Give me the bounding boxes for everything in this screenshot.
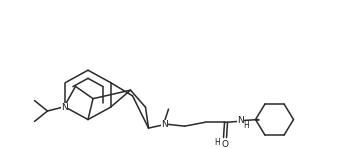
Text: N: N — [237, 116, 244, 125]
Text: N: N — [61, 103, 68, 112]
Text: O: O — [221, 140, 228, 148]
Text: H: H — [244, 121, 249, 130]
Text: H: H — [215, 138, 220, 147]
Text: N: N — [161, 120, 168, 129]
